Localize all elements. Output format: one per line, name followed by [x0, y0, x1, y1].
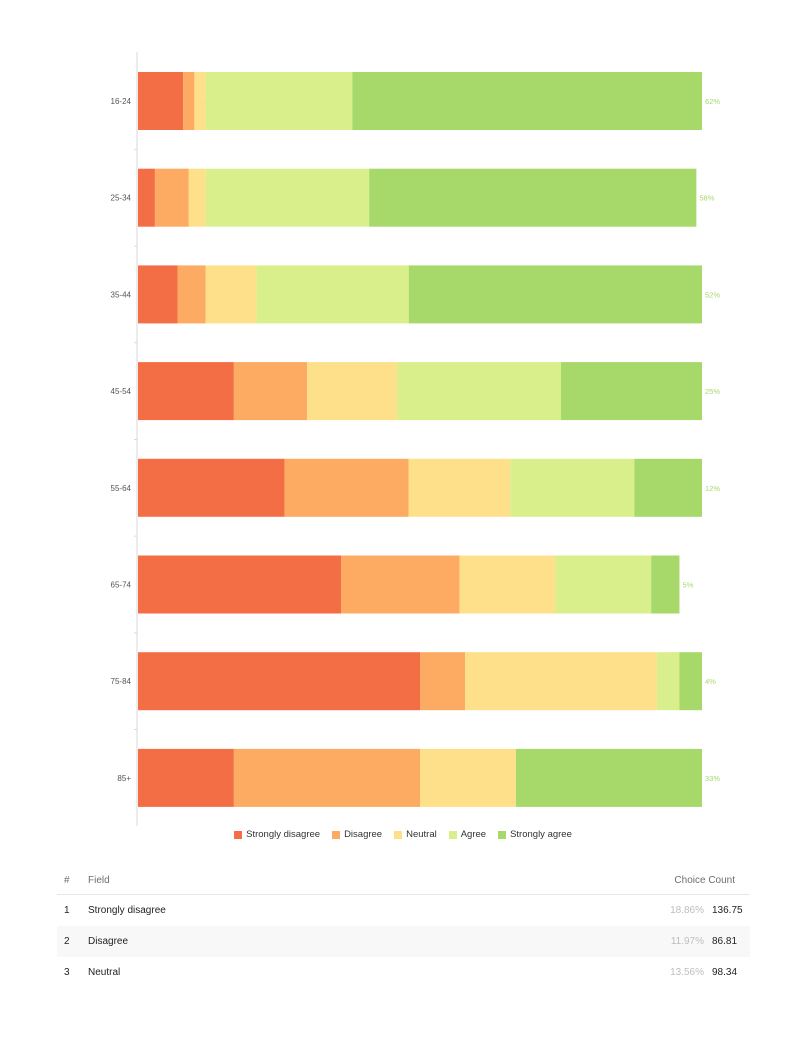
- chart-legend: Strongly disagree Disagree Neutral Agree…: [0, 829, 806, 840]
- data-label: 12%: [705, 484, 720, 493]
- row-field: Strongly disagree: [88, 905, 166, 916]
- legend-item-neutral[interactable]: Neutral: [394, 829, 437, 840]
- row-num: 1: [64, 905, 70, 916]
- y-tick-label: 45-54: [111, 387, 132, 396]
- bar-segment: [205, 72, 353, 130]
- data-label: 62%: [705, 97, 720, 106]
- table-row: 3 Neutral 13.56% 98.34: [57, 957, 750, 988]
- legend-swatch: [394, 830, 403, 839]
- bar-segment: [138, 265, 178, 324]
- bar-segment: [138, 72, 184, 130]
- legend-swatch: [448, 830, 457, 839]
- legend-label: Strongly agree: [510, 829, 572, 840]
- bar-segment: [233, 362, 308, 421]
- legend-label: Strongly disagree: [246, 829, 321, 840]
- y-tick-label: 85+: [117, 774, 131, 783]
- bar-segment: [194, 72, 206, 130]
- y-tick-label: 35-44: [111, 290, 132, 299]
- table-row: 2 Disagree 11.97% 86.81: [57, 926, 750, 957]
- y-tick-label: 75-84: [111, 677, 132, 686]
- bar-segment: [369, 168, 697, 227]
- data-label: 58%: [699, 194, 714, 203]
- legend-swatch: [234, 830, 243, 839]
- legend-item-strongly-disagree[interactable]: Strongly disagree: [234, 829, 320, 840]
- row-num: 3: [64, 967, 70, 978]
- data-label: 52%: [705, 290, 720, 299]
- bar-segment: [634, 458, 702, 517]
- bar-segment: [138, 652, 420, 711]
- row-field: Neutral: [88, 967, 121, 978]
- bar-segment: [420, 652, 466, 711]
- bar-segment: [555, 555, 652, 614]
- bar-segment: [284, 458, 409, 517]
- data-label: 5%: [682, 581, 693, 590]
- y-tick-label: 65-74: [111, 581, 132, 590]
- header-field: Field: [88, 874, 110, 886]
- legend-swatch: [498, 830, 507, 839]
- y-tick-label: 55-64: [111, 484, 132, 493]
- bar-segment: [233, 748, 420, 807]
- bar-segment: [408, 265, 702, 324]
- bar-segment: [352, 72, 702, 130]
- bar-segment: [138, 458, 285, 517]
- bar-segment: [138, 362, 234, 421]
- bar-segment: [183, 72, 195, 130]
- bar-segment: [341, 555, 460, 614]
- row-percent: 11.97%: [670, 936, 704, 947]
- bar-segment: [205, 265, 257, 324]
- bar-segment: [465, 652, 657, 711]
- legend-label: Disagree: [344, 829, 383, 840]
- bar-segment: [397, 362, 561, 421]
- bar-segment: [459, 555, 556, 614]
- table-header: # Field Choice Count: [57, 866, 750, 895]
- data-label: 25%: [705, 387, 720, 396]
- legend-item-agree[interactable]: Agree: [448, 829, 487, 840]
- bar-segment: [154, 168, 189, 227]
- bar-segment: [515, 748, 702, 807]
- bar-segment: [205, 168, 370, 227]
- bar-segment: [510, 458, 635, 517]
- bar-segment: [188, 168, 206, 227]
- bar-segment: [307, 362, 398, 421]
- y-tick-label: 25-34: [111, 194, 132, 203]
- choice-count-table: # Field Choice Count 1 Strongly disagree…: [57, 866, 750, 988]
- bar-segment: [420, 748, 516, 807]
- legend-item-disagree[interactable]: Disagree: [332, 829, 382, 840]
- bar-segment: [256, 265, 409, 324]
- row-percent: 18.86%: [670, 905, 704, 916]
- stacked-bar-chart: 16-248%2%26%62%25-343%6%29%58%35-447%5%2…: [111, 52, 720, 826]
- row-count: 98.34: [712, 967, 738, 978]
- legend-label: Neutral: [406, 829, 437, 840]
- row-field: Disagree: [88, 936, 129, 947]
- legend-item-strongly-agree[interactable]: Strongly agree: [498, 829, 572, 840]
- header-choice-count[interactable]: Choice Count: [674, 874, 735, 886]
- row-count: 136.75: [712, 905, 743, 916]
- table-row: 1 Strongly disagree 18.86% 136.75: [57, 895, 750, 926]
- bar-segment: [679, 652, 702, 711]
- bar-segment: [138, 555, 342, 614]
- row-num: 2: [64, 936, 70, 947]
- data-label: 33%: [705, 774, 720, 783]
- bar-segment: [138, 168, 155, 227]
- bar-segment: [138, 748, 234, 807]
- data-label: 4%: [705, 677, 716, 686]
- legend-label: Agree: [460, 829, 487, 840]
- bar-segment: [177, 265, 206, 324]
- bar-segment: [656, 652, 680, 711]
- row-percent: 13.56%: [670, 967, 704, 978]
- header-num: #: [64, 874, 70, 886]
- row-count: 86.81: [712, 936, 738, 947]
- legend-swatch: [332, 830, 341, 839]
- bar-segment: [651, 555, 680, 614]
- bar-segment: [408, 458, 511, 517]
- bar-segment: [561, 362, 702, 421]
- y-tick-label: 16-24: [111, 97, 132, 106]
